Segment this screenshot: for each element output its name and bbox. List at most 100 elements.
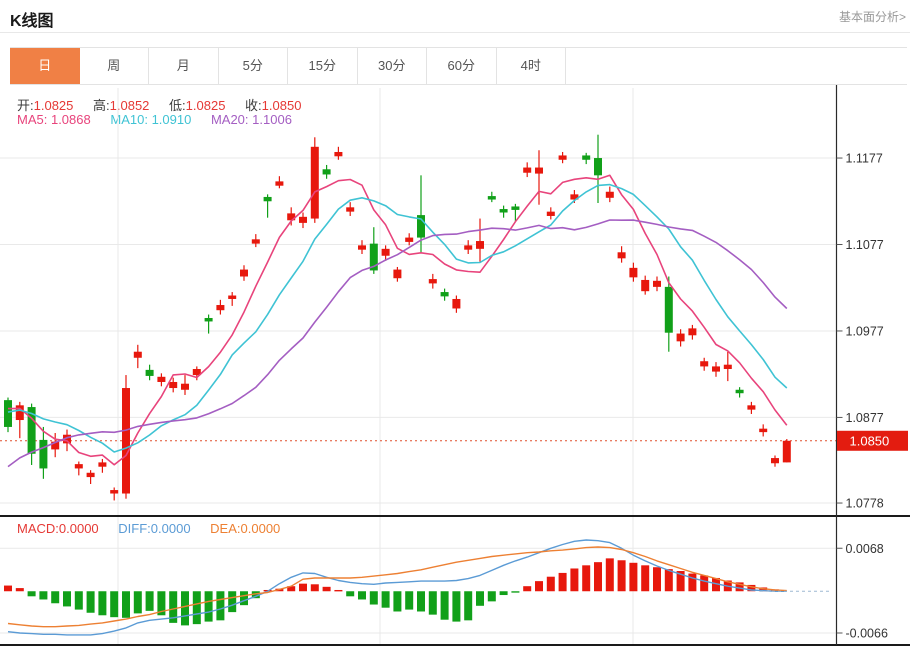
candle-body: [511, 206, 520, 210]
candle-body: [157, 376, 166, 382]
macd-label: MACD:: [17, 521, 59, 536]
dea-label: DEA:: [210, 521, 241, 536]
candle-body: [747, 405, 756, 410]
candle-body: [251, 239, 260, 244]
candle-body: [27, 407, 36, 454]
macd-hist-bar: [417, 591, 425, 612]
tab-4hour[interactable]: 4时: [496, 48, 566, 84]
candle-body: [605, 191, 614, 198]
macd-hist-bar: [181, 591, 189, 626]
macd-hist-bar: [310, 584, 319, 592]
axis-label: 0.0068: [846, 542, 884, 556]
dea-line: [7, 546, 787, 628]
fundamental-analysis-link[interactable]: 基本面分析>: [838, 10, 906, 24]
macd-hist-bar: [86, 591, 95, 613]
candle-body: [712, 366, 720, 372]
candle-body: [133, 351, 142, 358]
axis-label: -0.0066: [846, 626, 888, 640]
kline-chart-canvas[interactable]: 1.1177 1.1077 1.0977 1.0877 1.0778 0.0068 -0.0…: [0, 85, 910, 647]
candle-body: [86, 472, 95, 478]
tab-30min[interactable]: 30分: [357, 48, 427, 84]
ma20-value: 1.1006: [252, 112, 292, 127]
macd-hist-bar: [464, 591, 473, 621]
macd-hist-bar: [240, 591, 248, 606]
candle-body: [582, 155, 591, 160]
macd-hist-bar: [15, 588, 24, 592]
axis-label: 1.1077: [846, 238, 884, 252]
candle-body: [358, 245, 366, 250]
macd-hist-bar: [700, 575, 709, 592]
candle-body: [428, 279, 437, 284]
high-label: 高:: [93, 98, 110, 113]
candle-body: [452, 298, 461, 309]
ma5-line: [7, 174, 788, 466]
candle-body: [98, 462, 107, 467]
macd-hist-bar: [452, 591, 461, 622]
macd-hist-bar: [582, 565, 591, 592]
candle-body: [417, 215, 425, 238]
candle-body: [346, 207, 355, 212]
current-price-tag-label: 1.0850: [850, 433, 890, 448]
candle-body: [700, 361, 709, 367]
macd-hist-bar: [523, 586, 532, 592]
macd-hist-bar: [641, 565, 650, 592]
macd-hist-bar: [216, 591, 225, 621]
candle-body: [570, 194, 579, 200]
ma10-label: MA10:: [110, 112, 148, 127]
candle-body: [664, 286, 673, 333]
macd-hist-bar: [122, 591, 130, 618]
ma-legend: MA5: 1.0868 MA10: 1.0910 MA20: 1.1006: [17, 112, 308, 127]
ma5-value: 1.0868: [50, 112, 91, 127]
macd-hist-bar: [287, 586, 296, 592]
candle-body: [228, 295, 237, 299]
diff-value: 0.0000: [150, 521, 191, 536]
macd-hist-bar: [63, 591, 71, 607]
macd-hist-bar: [747, 584, 756, 592]
macd-hist-bar: [145, 591, 154, 611]
macd-hist-bar: [676, 571, 685, 592]
macd-legend: MACD:0.0000 DIFF:0.0000 DEA:0.0000: [17, 521, 296, 536]
candle-body: [771, 458, 779, 464]
candle-body: [735, 389, 744, 394]
candle-body: [676, 333, 685, 342]
macd-hist-bar: [499, 591, 508, 596]
candle-body: [641, 279, 650, 292]
close-value: 1.0850: [261, 98, 302, 113]
macd-hist-bar: [381, 591, 390, 608]
candle-body: [464, 245, 473, 250]
ma5-label: MA5:: [17, 112, 48, 127]
macd-hist-bar: [169, 591, 178, 623]
tab-60min[interactable]: 60分: [427, 48, 497, 84]
open-label: 开:: [17, 98, 34, 113]
macd-hist-bar: [27, 591, 36, 597]
macd-hist-bar: [192, 591, 201, 625]
ma20-line: [7, 219, 788, 468]
macd-hist-bar: [358, 591, 366, 600]
candle-body: [145, 369, 154, 376]
macd-hist-bar: [299, 583, 307, 592]
macd-hist-bar: [487, 591, 496, 602]
tab-week[interactable]: 周: [79, 48, 149, 84]
tab-5min[interactable]: 5分: [218, 48, 288, 84]
macd-hist-bar: [735, 582, 744, 592]
macd-hist-bar: [712, 577, 720, 592]
macd-hist-bar: [157, 591, 166, 616]
candle-body: [192, 369, 201, 376]
candle-body: [629, 267, 638, 278]
macd-hist-bar: [476, 591, 484, 606]
macd-hist-bar: [688, 573, 697, 592]
candle-body: [4, 400, 12, 427]
candle-body: [287, 213, 296, 221]
ohlc-legend: 开:1.0825 高:1.0852 低:1.0825 收:1.0850: [17, 95, 317, 114]
macd-hist-bar: [74, 591, 83, 610]
candle-body: [535, 167, 543, 174]
macd-hist-bar: [228, 591, 237, 613]
candle-body: [546, 211, 555, 216]
ma10-value: 1.0910: [151, 112, 192, 127]
macd-hist-bar: [251, 591, 260, 599]
tab-day[interactable]: 日: [10, 48, 80, 84]
tab-15min[interactable]: 15分: [288, 48, 358, 84]
tab-month[interactable]: 月: [149, 48, 219, 84]
candle-body: [476, 241, 484, 249]
macd-hist-bar: [558, 572, 567, 592]
